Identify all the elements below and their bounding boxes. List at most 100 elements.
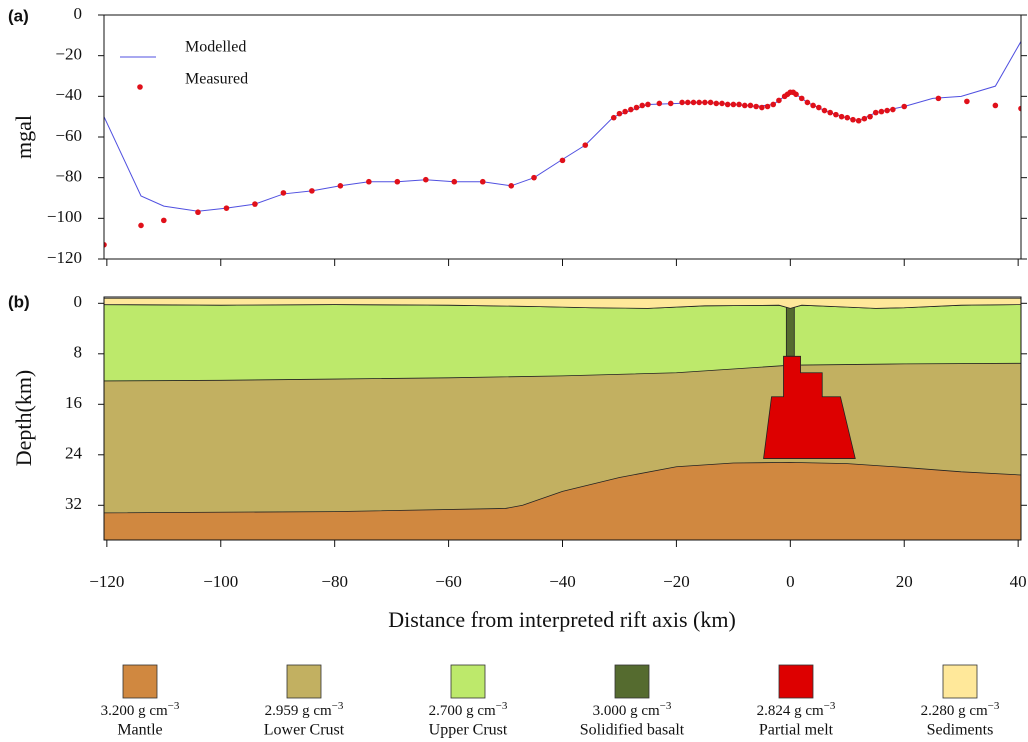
x-tick-label: −60 (435, 572, 462, 591)
measured-point (764, 103, 771, 110)
legend-density: 2.280 g cm−3 (921, 700, 1000, 720)
measured-point (833, 111, 839, 118)
y-tick-label: −40 (55, 85, 82, 104)
density-value: 2.700 (429, 703, 463, 719)
y-tick-label: 24 (65, 444, 83, 463)
density-value: 2.824 (757, 703, 791, 719)
legend-swatch (778, 664, 814, 699)
measured-point (195, 209, 201, 216)
density-exponent: −3 (824, 700, 836, 712)
legend-density: 2.959 g cm−3 (265, 700, 344, 720)
measured-point (964, 98, 970, 105)
y-tick-label: 32 (65, 494, 82, 513)
measured-point (628, 106, 634, 113)
measured-point (633, 104, 640, 111)
y-tick-label: −80 (55, 167, 82, 186)
x-tick-label: −80 (321, 572, 348, 591)
legend-marker (137, 84, 143, 90)
measured-point (280, 190, 287, 196)
panel-label: (b) (8, 292, 30, 311)
x-tick-label: 0 (786, 572, 795, 591)
x-tick-label: −120 (89, 572, 124, 591)
measured-point (138, 222, 144, 229)
y-tick-label: −20 (55, 45, 82, 64)
measured-point (872, 109, 879, 116)
measured-point (645, 101, 651, 108)
legend-label: Modelled (185, 39, 246, 56)
y-tick-label: −60 (55, 126, 82, 145)
density-exponent: −3 (332, 700, 344, 712)
density-unit: g cm (302, 703, 332, 719)
layer-sediments (104, 297, 1021, 309)
density-exponent: −3 (660, 700, 672, 712)
measured-point (776, 97, 782, 104)
measured-point (616, 110, 623, 117)
measured-point (610, 114, 617, 121)
measured-point (850, 116, 856, 123)
legend-label: Sediments (927, 722, 994, 739)
layer-solidified-basalt (785, 304, 795, 357)
measured-point (223, 205, 230, 211)
measured-point (838, 113, 845, 120)
measured-point (867, 113, 873, 120)
measured-point (804, 99, 811, 106)
density-unit: g cm (630, 703, 660, 719)
measured-point (702, 99, 708, 106)
measured-point (992, 102, 999, 109)
measured-point (394, 178, 401, 185)
measured-point (667, 100, 674, 107)
x-tick-label: −100 (203, 572, 238, 591)
y-axis-label: Depth(km) (11, 370, 36, 467)
x-tick-label: 20 (896, 572, 913, 591)
measured-point (730, 101, 737, 108)
legend-density: 2.700 g cm−3 (429, 700, 508, 720)
measured-point (719, 100, 725, 107)
layer-mantle (104, 461, 1021, 540)
measured-point (855, 117, 862, 124)
density-unit: g cm (138, 703, 168, 719)
measured-point (252, 201, 258, 207)
measured-point (679, 99, 685, 106)
density-exponent: −3 (168, 700, 180, 712)
density-exponent: −3 (496, 700, 508, 712)
legend-swatch (614, 664, 650, 699)
measured-point (656, 100, 663, 107)
x-tick-label: 40 (1010, 572, 1027, 591)
measured-point (685, 99, 691, 106)
measured-point (309, 188, 315, 194)
measured-point (736, 101, 742, 108)
x-tick-label: −40 (549, 572, 576, 591)
measured-point (798, 95, 805, 102)
panel-label: (a) (8, 6, 29, 25)
legend-label: Lower Crust (264, 722, 345, 739)
measured-point (827, 109, 833, 116)
measured-point (753, 103, 759, 110)
legend-swatch (286, 664, 322, 699)
layer-partial-melt (763, 355, 856, 459)
y-tick-label: 0 (74, 292, 83, 311)
measured-point (707, 99, 714, 106)
density-exponent: −3 (988, 700, 1000, 712)
measured-point (821, 107, 828, 114)
legend-swatch (450, 664, 486, 699)
measured-point (366, 178, 372, 185)
measured-point (759, 104, 765, 111)
x-tick-label: −20 (663, 572, 690, 591)
measured-point (741, 102, 748, 109)
density-unit: g cm (794, 703, 824, 719)
measured-point (451, 178, 458, 185)
measured-point (1018, 105, 1021, 112)
x-axis-label: Distance from interpreted rift axis (km) (388, 607, 736, 632)
measured-point (582, 142, 589, 148)
plot-area (104, 41, 1021, 248)
measured-point (713, 100, 720, 107)
measured-point (861, 115, 868, 122)
measured-point (104, 241, 107, 248)
measured-point (890, 106, 896, 113)
density-unit: g cm (958, 703, 988, 719)
modelled-line (104, 41, 1021, 212)
measured-point (747, 102, 754, 109)
legend-label: Measured (185, 71, 248, 88)
density-value: 3.200 (101, 703, 135, 719)
